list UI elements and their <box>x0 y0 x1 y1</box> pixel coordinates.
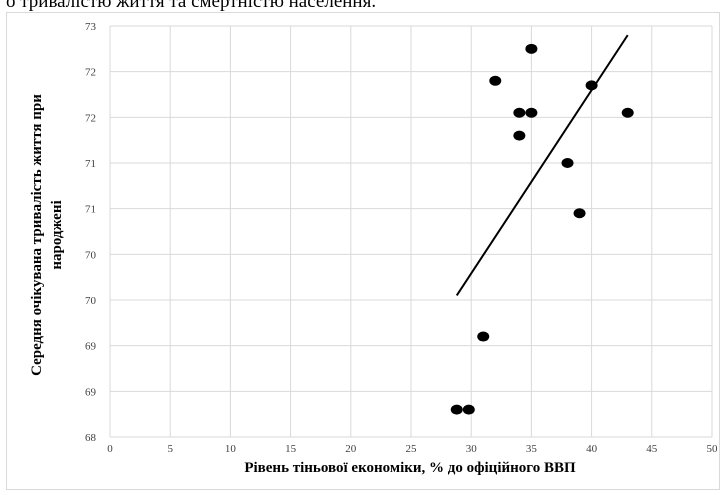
y-tick-label: 72 <box>85 112 96 124</box>
y-tick-labels: 68 69 69 70 70 71 71 72 72 73 <box>85 21 97 444</box>
trendline-group <box>455 34 629 296</box>
x-tick-label: 40 <box>586 443 598 455</box>
chart-frame <box>6 12 720 490</box>
x-tick-label: 5 <box>167 443 173 455</box>
x-tick-label: 50 <box>707 443 719 455</box>
data-point <box>525 107 538 118</box>
x-axis-label: Рівень тіньової економіки, % до офіційно… <box>244 460 576 476</box>
data-point <box>621 107 634 118</box>
data-point <box>573 208 586 219</box>
x-tick-label: 20 <box>345 443 357 455</box>
data-point <box>477 331 490 342</box>
data-point <box>513 107 526 118</box>
x-tick-label: 10 <box>225 443 237 455</box>
grid-lines <box>109 25 713 438</box>
y-tick-label: 73 <box>85 21 97 33</box>
y-tick-label: 68 <box>85 432 97 444</box>
y-tick-label: 71 <box>85 204 96 216</box>
y-tick-label: 71 <box>85 158 96 170</box>
caption-text: о тривалістю життя та смертністю населен… <box>6 0 377 12</box>
x-tick-labels: 0 5 10 15 20 25 30 35 40 45 50 <box>107 443 718 455</box>
x-tick-label: 0 <box>107 443 113 455</box>
x-tick-label: 25 <box>406 443 418 455</box>
y-tick-label: 69 <box>85 341 97 353</box>
data-point <box>489 75 502 86</box>
data-point <box>462 404 475 415</box>
data-point <box>450 404 463 415</box>
data-point <box>561 158 574 168</box>
data-points <box>450 43 634 415</box>
x-tick-label: 45 <box>646 443 658 455</box>
y-axis-label-line-2: народжені <box>49 200 65 269</box>
data-point <box>525 43 538 54</box>
x-tick-label: 30 <box>466 443 478 455</box>
trendline <box>455 34 629 296</box>
y-tick-label: 69 <box>85 386 97 398</box>
y-tick-label: 72 <box>85 67 96 79</box>
y-tick-label: 70 <box>85 295 97 307</box>
y-axis-label-line-1: Середня очікувана тривалість життя при <box>29 94 45 376</box>
data-point <box>585 80 598 91</box>
data-point <box>513 130 526 141</box>
y-tick-label: 70 <box>85 249 97 261</box>
x-tick-label: 15 <box>285 443 297 455</box>
x-tick-label: 35 <box>526 443 538 455</box>
